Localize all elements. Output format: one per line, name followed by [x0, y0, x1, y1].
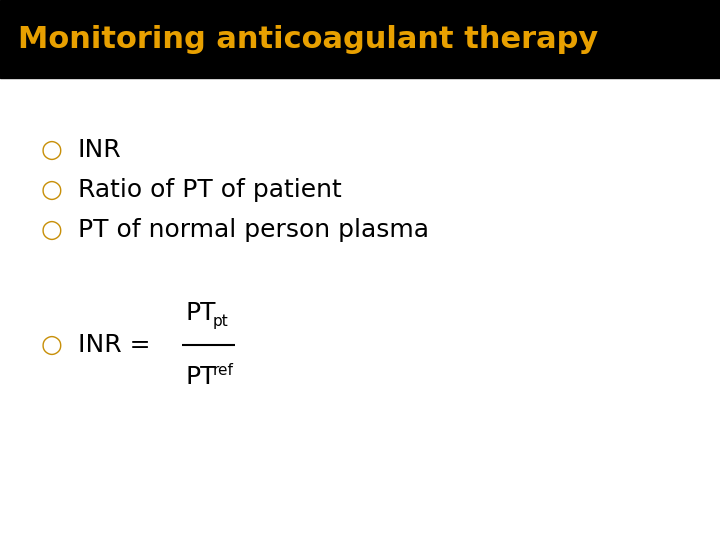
Text: ref: ref [213, 363, 234, 378]
Text: Ratio of PT of patient: Ratio of PT of patient [78, 178, 342, 202]
Bar [0, 0, 720, 78]
Text: PT of normal person plasma: PT of normal person plasma [78, 218, 429, 242]
Text: ○: ○ [41, 138, 63, 162]
Text: Monitoring anticoagulant therapy: Monitoring anticoagulant therapy [18, 25, 598, 53]
Text: PT: PT [185, 365, 215, 389]
Text: INR: INR [78, 138, 122, 162]
Text: ○: ○ [41, 333, 63, 357]
Text: ○: ○ [41, 178, 63, 202]
Text: PT: PT [185, 301, 215, 325]
Text: INR =: INR = [78, 333, 158, 357]
Text: ○: ○ [41, 218, 63, 242]
Text: pt: pt [213, 314, 229, 329]
